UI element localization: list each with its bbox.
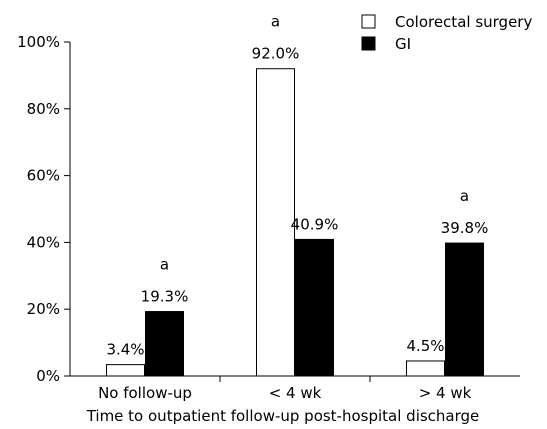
bar xyxy=(256,68,295,377)
legend-swatch xyxy=(361,36,376,51)
bar xyxy=(295,238,334,377)
bar xyxy=(145,311,184,377)
significance-label: a xyxy=(460,187,469,205)
data-label: 19.3% xyxy=(141,288,189,306)
x-tick-label: No follow-up xyxy=(98,384,192,402)
bar xyxy=(106,364,145,377)
data-label: 40.9% xyxy=(291,215,339,233)
y-tick-label: 20% xyxy=(27,300,60,318)
bar xyxy=(445,242,484,377)
y-tick-label: 40% xyxy=(27,233,60,251)
data-labels: 3.4% 19.3% a 92.0% a 40.9% 4.5% 39.8% a xyxy=(106,13,488,359)
x-axis-title: Time to outpatient follow-up post-hospit… xyxy=(86,407,480,425)
data-label: 39.8% xyxy=(441,219,489,237)
legend-swatch xyxy=(361,14,376,29)
y-tick-label: 100% xyxy=(17,33,60,51)
legend-label: GI xyxy=(395,35,411,53)
data-label: 3.4% xyxy=(106,341,144,359)
y-tick-label: 60% xyxy=(27,167,60,185)
legend: Colorectal surgery GI xyxy=(361,13,532,53)
data-label: 92.0% xyxy=(252,45,300,63)
x-tick-label: > 4 wk xyxy=(419,384,472,402)
axes: 0% 20% 40% 60% 80% 100% No follow-up < 4 wk > 4 … xyxy=(17,33,520,402)
bar xyxy=(406,360,445,377)
data-label: 4.5% xyxy=(406,337,444,355)
significance-label: a xyxy=(160,256,169,274)
y-tick-label: 0% xyxy=(36,367,60,385)
bars xyxy=(106,68,484,377)
legend-label: Colorectal surgery xyxy=(395,13,532,31)
y-tick-label: 80% xyxy=(27,100,60,118)
x-tick-label: < 4 wk xyxy=(269,384,322,402)
significance-label: a xyxy=(271,13,280,31)
